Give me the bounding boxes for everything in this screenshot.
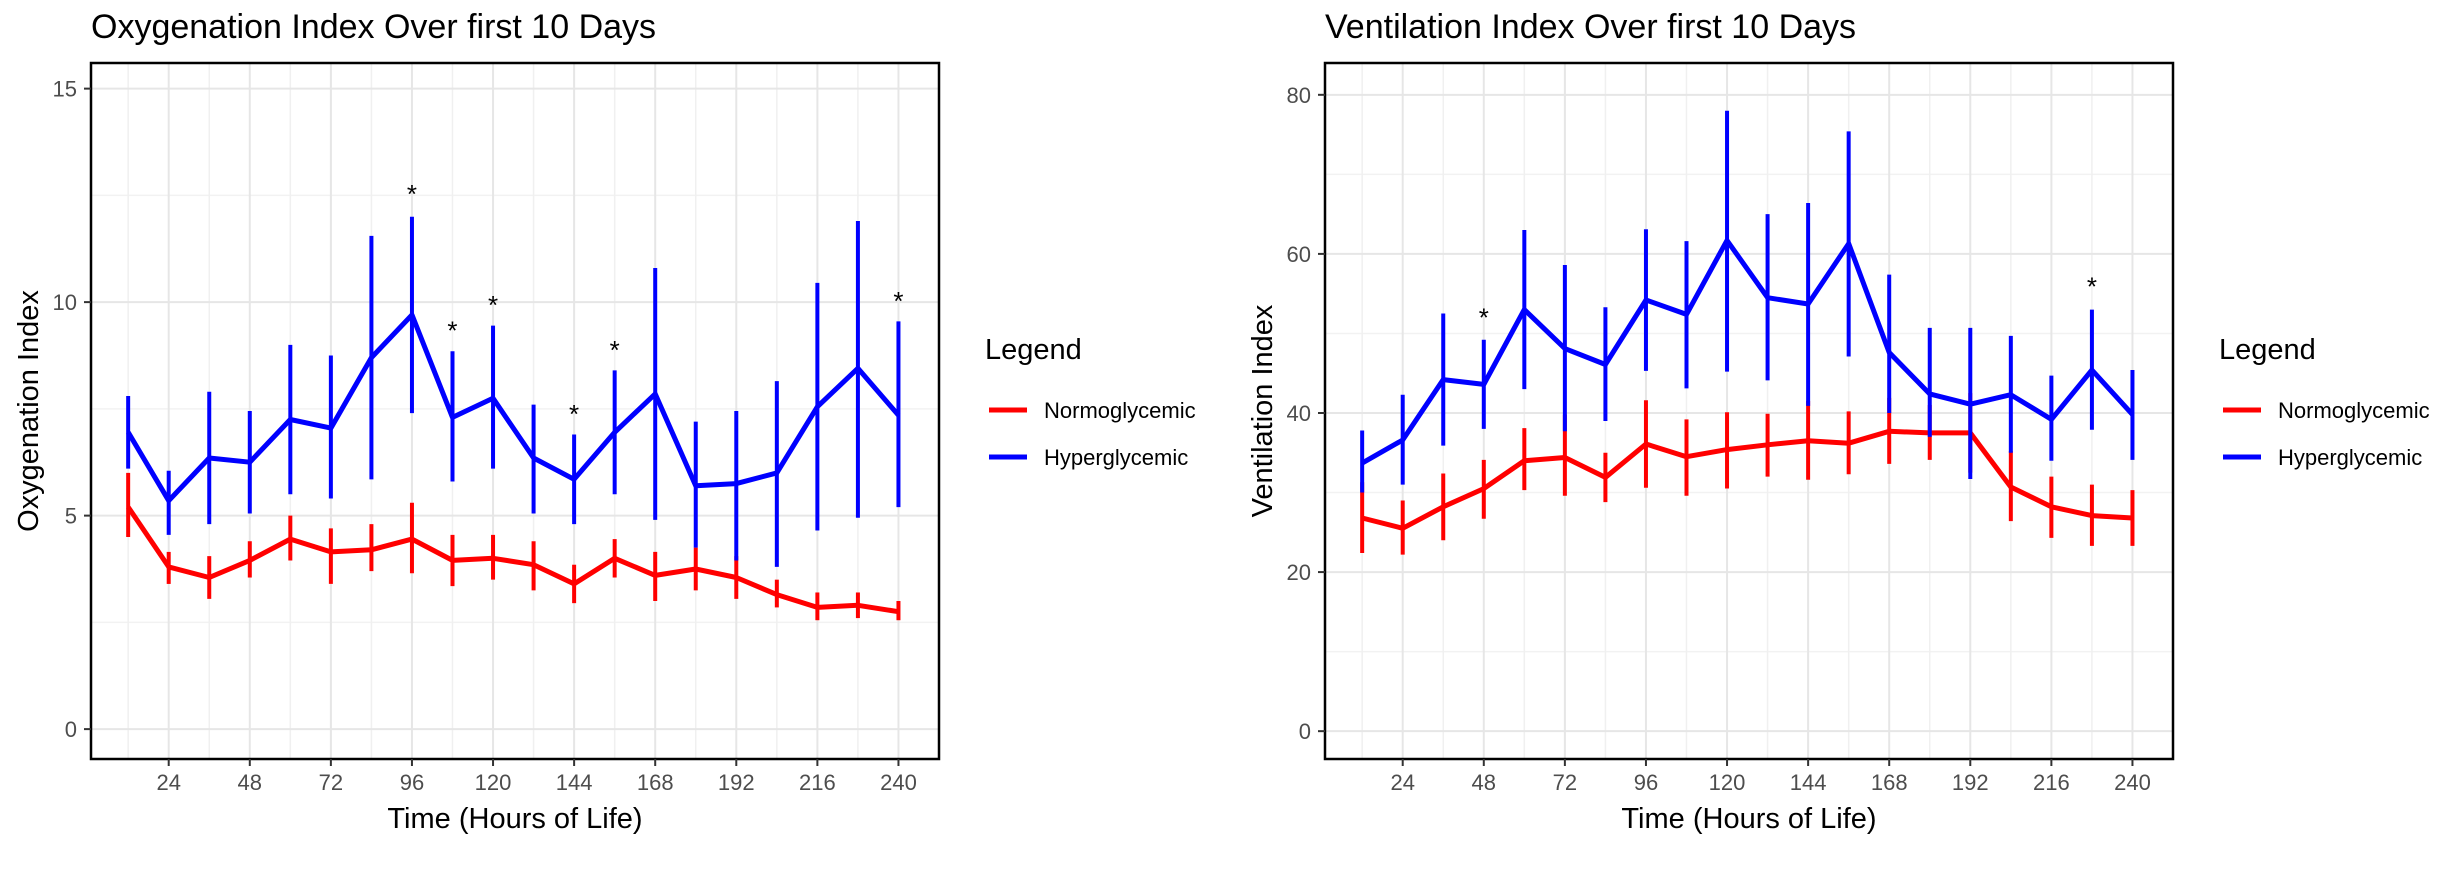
x-tick-label: 48 [238, 770, 262, 795]
legend-label: Hyperglycemic [1044, 445, 1188, 470]
plot-border [1323, 61, 2175, 761]
x-tick-label: 144 [556, 770, 593, 795]
x-tick-label: 96 [400, 770, 424, 795]
x-tick-label: 96 [1634, 770, 1658, 795]
chart-panel-2: Ventilation Index Over first 10 Days * * 0 2… [1247, 8, 2430, 835]
y-tick-label: 0 [65, 717, 77, 742]
x-tick-label: 48 [1472, 770, 1496, 795]
x-tick-label: 24 [156, 770, 180, 795]
significance-marker: * [447, 316, 457, 346]
y-tick-label: 10 [53, 290, 77, 315]
legend: Legend Normoglycemic Hyperglycemic [985, 334, 1196, 470]
x-tick-label: 216 [799, 770, 836, 795]
y-axis-label: Oxygenation Index [13, 290, 45, 532]
series-line [126, 312, 901, 504]
significance-marker: * [569, 399, 579, 429]
significance-marker: * [893, 286, 903, 316]
legend: Legend Normoglycemic Hyperglycemic [2219, 334, 2430, 470]
x-tick-label: 216 [2033, 770, 2070, 795]
significance-marker: * [1479, 302, 1489, 332]
series-normoglycemic [1360, 393, 2135, 555]
x-tick-label: 120 [1709, 770, 1746, 795]
grid [1325, 63, 2173, 759]
chart-panel-1: Oxygenation Index Over first 10 Days * * * *… [13, 8, 1196, 835]
series-hyperglycemic [1360, 110, 2135, 493]
series-line [1360, 237, 2135, 466]
chart-title: Ventilation Index Over first 10 Days [1325, 8, 1856, 46]
series-line [126, 505, 899, 615]
y-tick-label: 80 [1287, 83, 1311, 108]
x-tick-label: 72 [1553, 770, 1577, 795]
x-tick-label: 240 [880, 770, 917, 795]
y-tick-label: 5 [65, 504, 77, 529]
significance-marker: * [407, 179, 417, 209]
y-axis-label: Ventilation Index [1247, 304, 1279, 517]
significance-marker: * [488, 290, 498, 320]
x-axis-label: Time (Hours of Life) [1621, 803, 1876, 835]
legend-label: Normoglycemic [1044, 398, 1196, 423]
series-line [1361, 428, 2133, 531]
x-tick-label: 168 [637, 770, 674, 795]
x-axis-label: Time (Hours of Life) [387, 803, 642, 835]
series-hyperglycemic [126, 216, 901, 567]
legend-title: Legend [2219, 334, 2316, 366]
plot-border [89, 61, 941, 761]
y-tick-label: 0 [1299, 719, 1311, 744]
legend-label: Normoglycemic [2278, 398, 2430, 423]
significance-marker: * [2087, 271, 2097, 301]
grid [91, 63, 939, 759]
legend-title: Legend [985, 334, 1082, 366]
x-tick-label: 192 [1952, 770, 1989, 795]
significance-marker: * [610, 335, 620, 365]
series-normoglycemic [126, 472, 901, 621]
x-tick-label: 144 [1790, 770, 1827, 795]
y-tick-label: 15 [53, 77, 77, 102]
chart-title: Oxygenation Index Over first 10 Days [91, 8, 656, 46]
x-tick-label: 192 [718, 770, 755, 795]
y-tick-label: 60 [1287, 242, 1311, 267]
x-tick-label: 240 [2114, 770, 2151, 795]
y-tick-label: 20 [1287, 560, 1311, 585]
x-tick-label: 24 [1390, 770, 1414, 795]
x-tick-label: 168 [1871, 770, 1908, 795]
legend-label: Hyperglycemic [2278, 445, 2422, 470]
y-tick-label: 40 [1287, 401, 1311, 426]
x-tick-label: 72 [319, 770, 343, 795]
x-tick-label: 120 [475, 770, 512, 795]
